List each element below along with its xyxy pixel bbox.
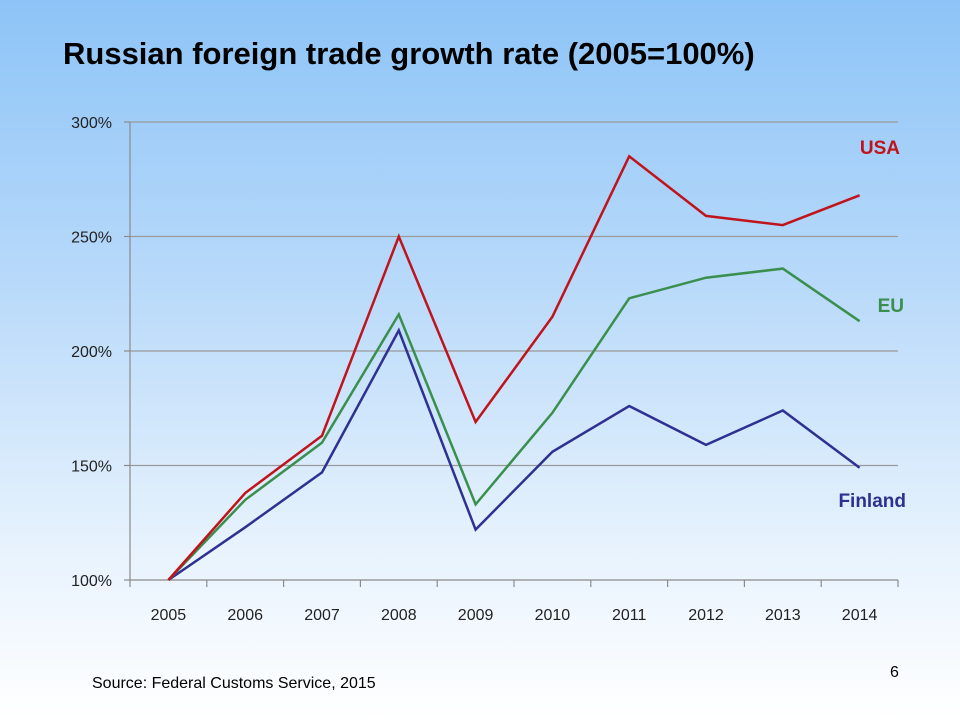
chart-title: Russian foreign trade growth rate (2005=… <box>63 36 755 71</box>
x-tick-label: 2007 <box>304 607 340 624</box>
y-tick-label: 200% <box>71 344 112 361</box>
y-tick-label: 100% <box>71 573 112 590</box>
series-line-usa <box>167 154 861 581</box>
x-tick-label: 2009 <box>458 607 494 624</box>
y-tick-label: 250% <box>71 230 112 247</box>
x-tick-label: 2008 <box>381 607 417 624</box>
x-tick-label: 2011 <box>612 607 647 624</box>
series-label-usa: USA <box>860 138 900 159</box>
y-tick-label: 150% <box>71 459 112 476</box>
x-tick-label: 2012 <box>688 607 724 624</box>
x-tick-label: 2014 <box>842 607 878 624</box>
series-label-eu: EU <box>878 296 904 317</box>
series-line-finland <box>167 327 861 582</box>
x-tick-label: 2006 <box>227 607 263 624</box>
series-label-finland: Finland <box>838 491 906 512</box>
y-tick-label: 300% <box>71 115 112 132</box>
series-line-eu <box>167 267 861 581</box>
page-number: 6 <box>890 664 899 681</box>
x-tick-label: 2005 <box>151 607 187 624</box>
source-note: Source: Federal Customs Service, 2015 <box>92 675 376 692</box>
x-tick-label: 2013 <box>765 607 801 624</box>
x-tick-label: 2010 <box>535 607 571 624</box>
